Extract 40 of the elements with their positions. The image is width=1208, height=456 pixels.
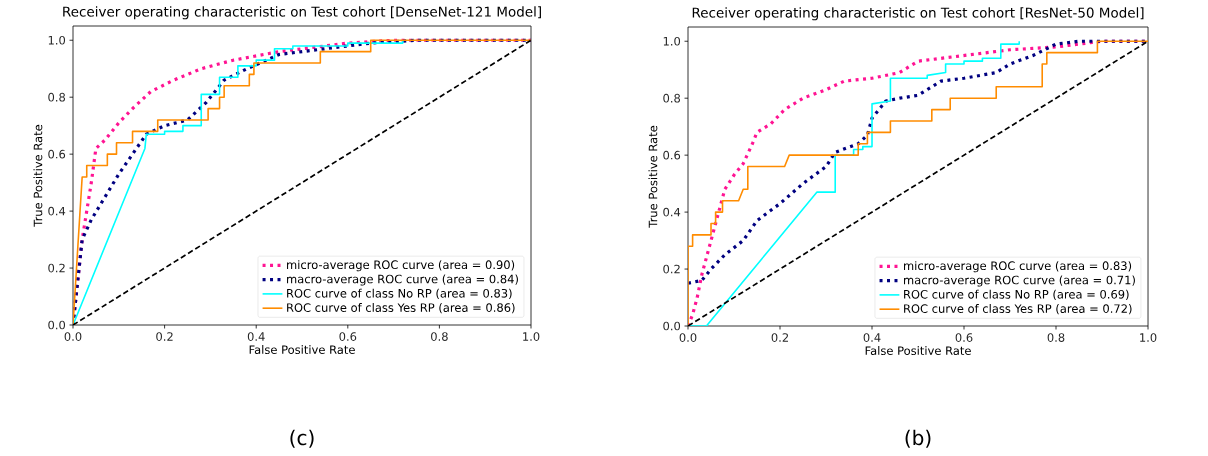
legend-label: micro-average ROC curve (area = 0.83) [904,261,1132,273]
y-tick-label: 0.0 [48,320,66,330]
y-axis-title: True Positive Rate [33,124,43,227]
x-tick-label: 0.0 [679,333,697,342]
x-tick-label: 0.8 [431,332,448,341]
y-tick-label: 0.2 [663,264,680,274]
text: (b) [905,429,931,448]
x-tick-label: 0.6 [339,332,357,341]
legend-label: ROC curve of class No RP (area = 0.69) [904,289,1129,300]
y-tick-label: 1.0 [48,35,66,45]
y-tick-label: 0.0 [663,321,681,331]
x-tick-label: 0.4 [247,332,265,341]
y-tick-label: 0.6 [663,150,681,160]
x-axis-title: False Positive Rate [865,346,971,355]
x-tick-label: 0.8 [1047,333,1065,342]
legend-label: ROC curve of class Yes RP (area = 0.72) [904,304,1132,315]
legend-label: macro-average ROC curve (area = 0.71) [904,275,1135,287]
y-tick-label: 0.8 [48,92,66,102]
chart-title: Receiver operating characteristic on Test cohort [DenseNet-121 Model] [63,6,541,20]
legend-label: micro-average ROC curve (area = 0.90) [287,260,515,272]
x-tick-label: 0.6 [955,333,973,342]
y-tick-label: 0.6 [48,149,66,159]
y-tick-label: 1.0 [663,36,681,46]
x-tick-label: 0.2 [156,332,173,341]
x-axis-title: False Positive Rate [249,345,355,354]
y-tick-label: 0.2 [48,263,65,273]
text: (c) [290,429,314,448]
x-tick-label: 1.0 [523,332,540,341]
x-tick-label: 0.4 [863,333,881,342]
chart-title: Receiver operating characteristic on Test cohort [ResNet-50 Model] [692,7,1144,21]
legend-label: ROC curve of class No RP (area = 0.83) [287,288,512,299]
legend-label: macro-average ROC curve (area = 0.84) [287,274,518,286]
x-tick-label: 0.2 [771,333,789,342]
x-tick-label: 1.0 [1140,333,1157,342]
legend-label: ROC curve of class Yes RP (area = 0.86) [287,303,515,314]
y-tick-label: 0.4 [48,206,66,216]
y-tick-label: 0.4 [663,207,681,217]
y-axis-title: True Positive Rate [648,125,658,228]
x-tick-label: 0.0 [64,332,82,341]
y-tick-label: 0.8 [663,93,681,103]
